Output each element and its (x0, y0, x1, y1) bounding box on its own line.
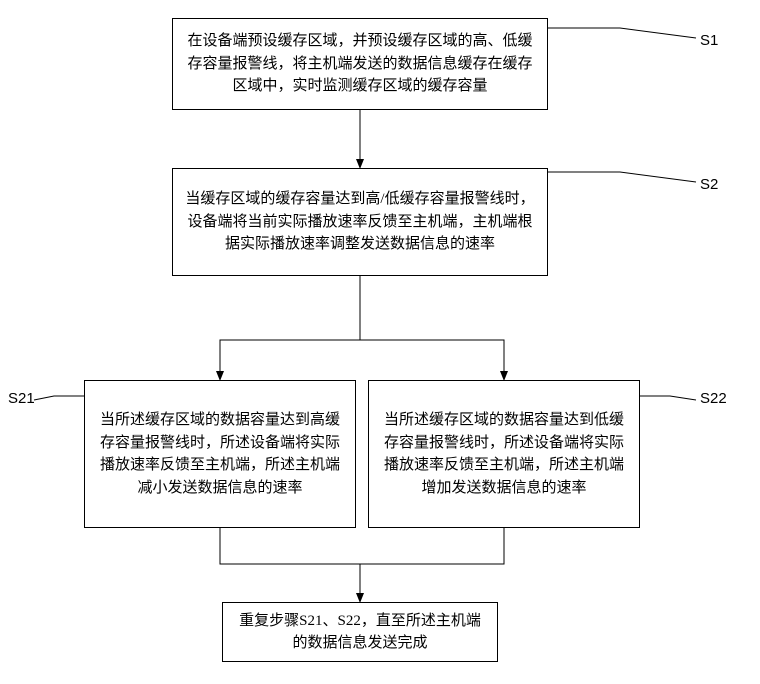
flow-node-text: 重复步骤S21、S22，直至所述主机端的数据信息发送完成 (235, 610, 485, 655)
flow-node-text: 当所述缓存区域的数据容量达到低缓存容量报警线时，所述设备端将实际播放速率反馈至主… (381, 409, 627, 499)
flow-label-s2: S2 (700, 176, 718, 193)
edge-s21-s3 (220, 528, 360, 602)
flow-node-text: 当所述缓存区域的数据容量达到高缓存容量报警线时，所述设备端将实际播放速率反馈至主… (97, 409, 343, 499)
edge-s2-s21 (220, 276, 360, 380)
flow-node-text: 当缓存区域的缓存容量达到高/低缓存容量报警线时，设备端将当前实际播放速率反馈至主… (185, 188, 535, 256)
label-leader-3 (640, 396, 696, 400)
label-leader-1 (548, 172, 696, 182)
edge-s2-s22 (360, 276, 504, 380)
flow-node-text: 在设备端预设缓存区域，并预设缓存区域的高、低缓存容量报警线，将主机端发送的数据信… (185, 30, 535, 98)
flow-label-s21: S21 (8, 390, 35, 407)
label-leader-2 (34, 396, 84, 400)
edge-s22-s3 (360, 528, 504, 602)
flow-label-s1: S1 (700, 32, 718, 49)
label-leader-0 (548, 28, 696, 38)
flow-node-s2: 当缓存区域的缓存容量达到高/低缓存容量报警线时，设备端将当前实际播放速率反馈至主… (172, 168, 548, 276)
flow-node-s21: 当所述缓存区域的数据容量达到高缓存容量报警线时，所述设备端将实际播放速率反馈至主… (84, 380, 356, 528)
flow-node-s1: 在设备端预设缓存区域，并预设缓存区域的高、低缓存容量报警线，将主机端发送的数据信… (172, 18, 548, 110)
flow-node-s3: 重复步骤S21、S22，直至所述主机端的数据信息发送完成 (222, 602, 498, 662)
flow-label-s22: S22 (700, 390, 727, 407)
flow-node-s22: 当所述缓存区域的数据容量达到低缓存容量报警线时，所述设备端将实际播放速率反馈至主… (368, 380, 640, 528)
